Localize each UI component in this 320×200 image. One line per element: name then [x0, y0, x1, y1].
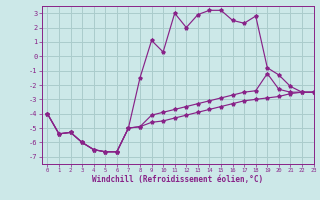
X-axis label: Windchill (Refroidissement éolien,°C): Windchill (Refroidissement éolien,°C)	[92, 175, 263, 184]
